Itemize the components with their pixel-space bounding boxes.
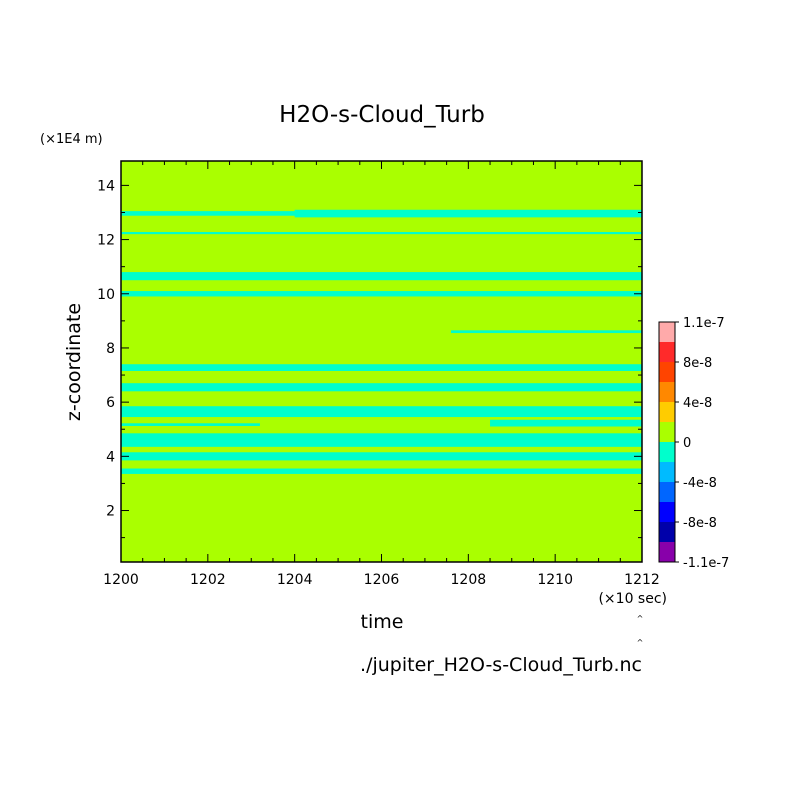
colorbar-segment [659, 402, 675, 422]
x-tick-label: 1210 [537, 572, 573, 588]
colorbar-segment [659, 502, 675, 522]
colorbar-segment [659, 462, 675, 482]
x-tick-label: 1208 [451, 572, 487, 588]
y-tick-label: 12 [97, 233, 115, 249]
heatmap-band [121, 364, 642, 371]
heatmap-band [121, 468, 642, 474]
heatmap-band [450, 330, 642, 334]
heatmap-band [121, 383, 642, 392]
y-tick-label: 8 [106, 341, 115, 357]
colorbar-segment [659, 422, 675, 442]
x-axis-label: time [361, 611, 404, 633]
heatmap-band [121, 272, 642, 281]
colorbar-segment [659, 442, 675, 462]
y-tick-label: 4 [106, 449, 115, 465]
heatmap-band [121, 406, 642, 418]
colorbar-segment [659, 362, 675, 382]
colorbar-label: -8e-8 [683, 516, 717, 531]
colorbar-label: -4e-8 [683, 476, 717, 491]
caret-mark: ^ [637, 638, 644, 647]
heatmap-band [121, 452, 642, 461]
colorbar-label: -1.1e-7 [683, 556, 729, 571]
colorbar-segment [659, 322, 675, 342]
colorbar-segment [659, 522, 675, 542]
x-axis: 1200 1202 1204 1206 1208 1210 1212 [103, 161, 660, 588]
x-unit-label: (×10 sec) [598, 591, 667, 607]
caret-mark: ^ [637, 614, 644, 623]
heatmap-band [121, 423, 260, 426]
x-tick-label: 1202 [190, 572, 226, 588]
heatmap-band [294, 209, 642, 218]
y-tick-label: 2 [106, 504, 115, 520]
heatmap-band [121, 231, 642, 235]
heatmap-band [490, 419, 642, 427]
x-tick-label: 1204 [277, 572, 313, 588]
plot-area [120, 160, 643, 563]
colorbar-label: 4e-8 [683, 396, 712, 411]
y-tick-label: 14 [97, 178, 115, 194]
y-tick-label: 6 [106, 395, 115, 411]
x-tick-label: 1200 [103, 572, 139, 588]
colorbar-segment [659, 342, 675, 362]
colorbar-segment [659, 382, 675, 402]
y-unit-label: (×1E4 m) [40, 132, 103, 147]
colorbar: 1.1e-7 8e-8 4e-8 0 -4e-8 -8e-8 -1.1e-7 [658, 316, 729, 571]
y-axis: 2 4 6 8 10 12 14 [97, 178, 642, 539]
chart-title: H2O-s-Cloud_Turb [279, 102, 485, 128]
y-tick-label: 10 [97, 287, 115, 303]
source-file-label: ./jupiter_H2O-s-Cloud_Turb.nc [360, 654, 642, 676]
heatmap-bands [121, 209, 642, 474]
heatmap-background [121, 161, 642, 562]
heatmap-band [121, 433, 642, 447]
colorbar-label: 8e-8 [683, 356, 712, 371]
heatmap-band [121, 291, 642, 297]
x-tick-label: 1212 [624, 572, 660, 588]
colorbar-segment [659, 542, 675, 562]
colorbar-label: 0 [683, 436, 691, 451]
y-axis-label: z-coordinate [63, 303, 85, 421]
colorbar-segment [659, 482, 675, 502]
colorbar-label: 1.1e-7 [683, 316, 725, 331]
x-tick-label: 1206 [364, 572, 400, 588]
